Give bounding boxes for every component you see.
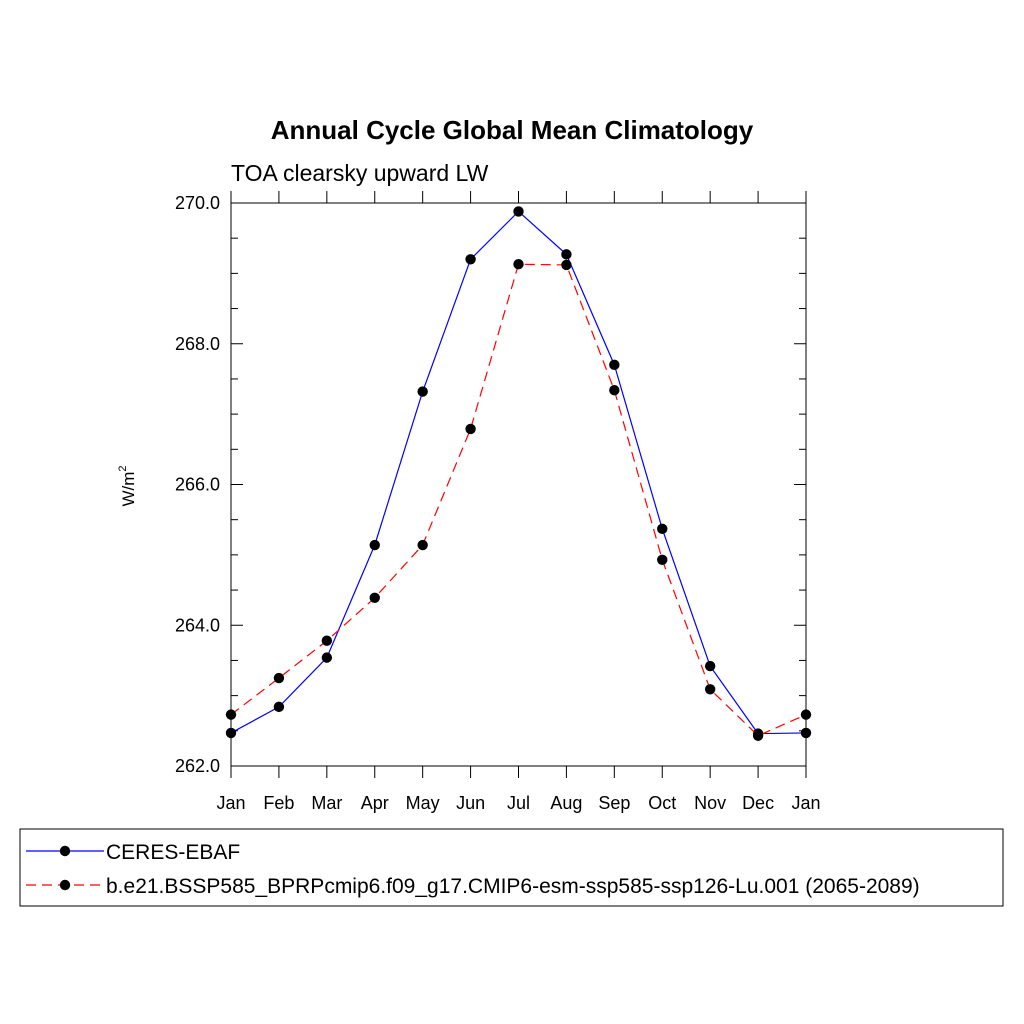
legend-box <box>19 828 1004 907</box>
legend-label: b.e21.BSSP585_BPRPcmip6.f09_g17.CMIP6-es… <box>106 875 920 898</box>
data-point <box>657 554 668 566</box>
data-point <box>369 539 380 551</box>
x-tick-label: Dec <box>742 793 774 813</box>
data-point <box>465 254 476 265</box>
data-point <box>513 259 524 270</box>
plot-frame <box>230 202 807 767</box>
data-point <box>273 701 285 713</box>
chart-title: Annual Cycle Global Mean Climatology <box>271 115 754 145</box>
y-axis-label-superscript: 2 <box>117 465 129 471</box>
x-tick-label: May <box>406 793 440 813</box>
series-2 <box>225 259 812 741</box>
x-tick-label: Jan <box>791 793 820 813</box>
data-point <box>800 709 812 720</box>
data-point <box>704 684 716 695</box>
y-tick-label: 264.0 <box>175 615 220 635</box>
x-tick-label: Jul <box>507 793 530 813</box>
data-point <box>657 523 668 535</box>
x-tick-label: Nov <box>694 793 726 813</box>
y-axis: 262.0 264.0 266.0 268.0 270.0 <box>175 193 806 776</box>
series-layer <box>225 206 812 741</box>
data-point <box>417 386 428 397</box>
data-point <box>465 423 476 435</box>
x-tick-label: Feb <box>263 793 294 813</box>
x-tick-label: Jun <box>456 793 485 813</box>
x-tick-label: Jan <box>216 793 245 813</box>
y-tick-label: 266.0 <box>175 475 220 495</box>
x-tick-label: Aug <box>550 793 582 813</box>
data-point <box>704 660 716 672</box>
legend-swatch-marker <box>59 845 71 857</box>
x-tick-label: Mar <box>311 793 342 813</box>
data-point <box>417 539 428 551</box>
y-tick-label: 270.0 <box>175 193 220 213</box>
x-tick-label: Sep <box>598 793 630 813</box>
y-axis-label-text: W/m <box>119 472 138 507</box>
data-point <box>561 249 572 260</box>
legend-item-2: b.e21.BSSP585_BPRPcmip6.f09_g17.CMIP6-es… <box>26 875 920 898</box>
y-axis-label: W/m2 <box>117 465 138 506</box>
legend-items: CERES-EBAF b.e21.BSSP585_BPRPcmip6.f09_g1… <box>26 841 920 898</box>
y-tick-label: 262.0 <box>175 756 220 776</box>
data-point <box>609 384 620 396</box>
data-point <box>513 206 524 217</box>
x-tick-label: Apr <box>361 793 389 813</box>
data-point <box>273 672 285 684</box>
chart-subtitle: TOA clearsky upward LW <box>231 160 489 186</box>
legend-label: CERES-EBAF <box>106 841 240 864</box>
series-line <box>230 210 807 735</box>
data-point <box>561 259 572 271</box>
data-point <box>321 635 333 646</box>
x-axis: Jan Feb Mar Apr May Jun Jul Aug Sep Oct Nov Dec Jan <box>216 191 821 813</box>
y-tick-label: 268.0 <box>175 334 220 354</box>
x-tick-label: Oct <box>648 793 676 813</box>
data-point <box>800 727 812 739</box>
legend: CERES-EBAF b.e21.BSSP585_BPRPcmip6.f09_g1… <box>19 828 1004 907</box>
legend-swatch-marker <box>59 879 71 891</box>
data-point <box>225 709 237 720</box>
data-point <box>752 730 764 741</box>
series-1 <box>225 206 812 739</box>
data-point <box>225 727 237 739</box>
data-point <box>321 652 333 663</box>
data-point <box>369 592 380 604</box>
plot-border <box>230 202 807 767</box>
legend-item-1: CERES-EBAF <box>26 841 240 864</box>
series-line <box>230 263 807 737</box>
data-point <box>609 359 620 371</box>
